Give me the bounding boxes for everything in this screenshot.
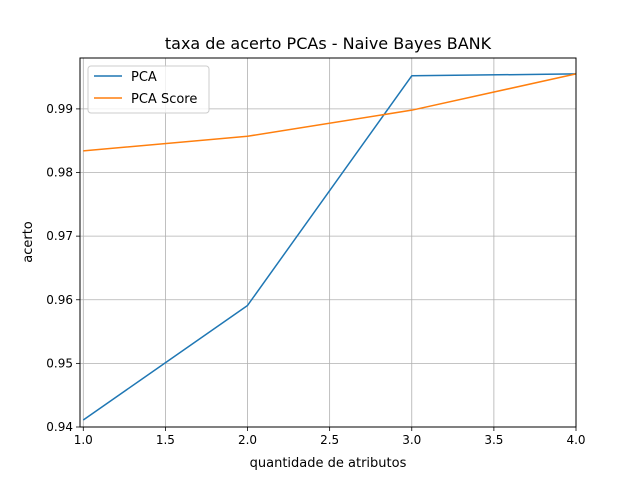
legend: PCA PCA Score xyxy=(87,65,210,114)
legend-label-0: PCA xyxy=(131,70,157,85)
x-tick-label: 4.0 xyxy=(566,433,585,447)
series-line-1 xyxy=(83,73,577,152)
x-tick-label: 1.5 xyxy=(156,433,175,447)
y-axis-label: acerto xyxy=(21,221,36,263)
x-axis-label: quantidade de atributos xyxy=(250,456,407,471)
chart-title: taxa de acerto PCAs - Naive Bayes BANK xyxy=(165,34,492,53)
series-line-0 xyxy=(82,73,577,421)
y-tick-label: 0.96 xyxy=(46,293,73,307)
series-layer xyxy=(82,73,577,421)
y-tick-label: 0.97 xyxy=(46,229,73,243)
legend-label-1: PCA Score xyxy=(131,92,197,107)
x-tick-label: 2.0 xyxy=(238,433,257,447)
y-tick-label: 0.94 xyxy=(46,420,73,434)
ticks: 1.0 1.5 2.0 2.5 3.0 3.5 4.0 0.94 0.95 0.96 0.97 0.9… xyxy=(46,102,585,447)
x-tick-label: 3.0 xyxy=(402,433,421,447)
y-tick-label: 0.99 xyxy=(46,102,73,116)
x-tick-label: 2.5 xyxy=(320,433,339,447)
x-tick-label: 3.5 xyxy=(484,433,503,447)
y-tick-label: 0.95 xyxy=(46,356,73,370)
y-tick-label: 0.98 xyxy=(46,166,73,180)
plot-frame xyxy=(79,57,577,428)
x-tick-label: 1.0 xyxy=(74,433,93,447)
legend-box xyxy=(87,65,210,114)
